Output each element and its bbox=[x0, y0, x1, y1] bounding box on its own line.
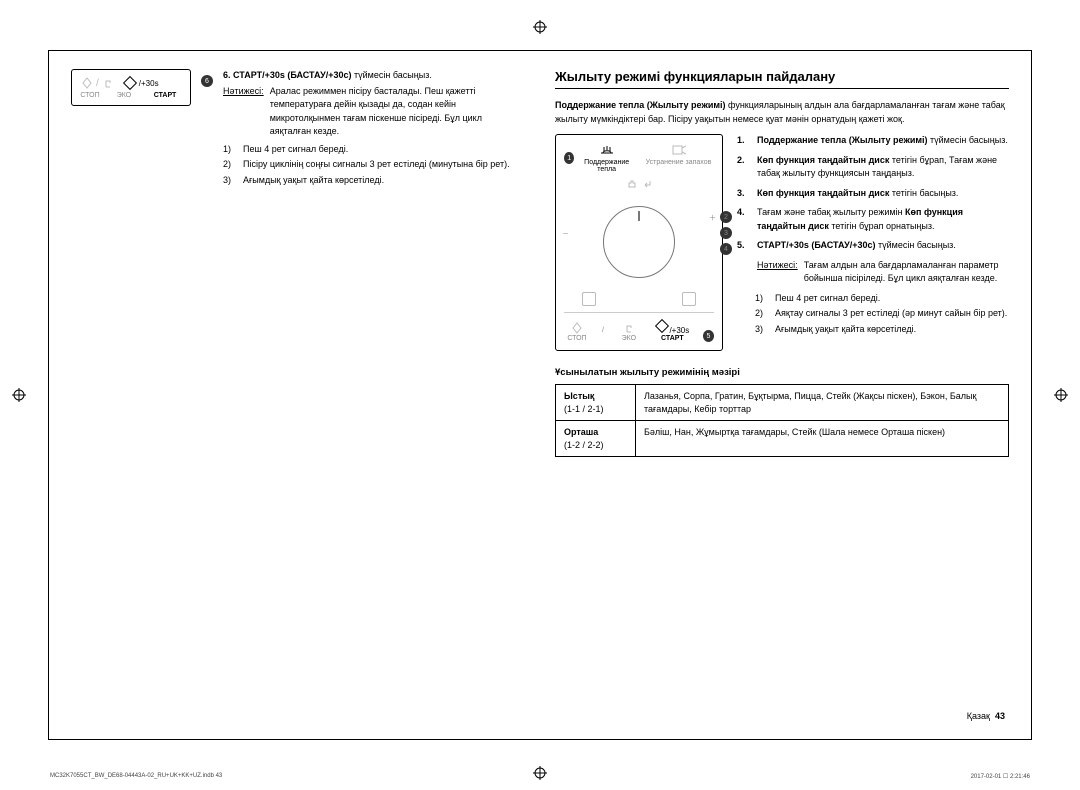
page-frame: / /+30s СТОП ЭКО СТАРТ 6 6. СТАРТ/+3 bbox=[48, 50, 1032, 740]
footer-left: MC32K7055CT_BW_DE68-04443A-02_RU+UK+KK+U… bbox=[50, 773, 222, 780]
result-label: Нәтижесі: bbox=[223, 85, 264, 139]
start-panel-diagram: / /+30s СТОП ЭКО СТАРТ bbox=[71, 69, 191, 106]
step-6-badge: 6 bbox=[201, 75, 213, 87]
crop-mark-left bbox=[12, 388, 26, 402]
page-number: Қазақ 43 bbox=[967, 711, 1005, 721]
sub1: Пеш 4 рет сигнал береді. bbox=[243, 143, 348, 157]
row2-value: Бәліш, Нан, Жұмыртқа тағамдары, Стейк (Ш… bbox=[636, 421, 1009, 457]
step-6-text: 6. СТАРТ/+30s (БАСТАУ/+30с) түймесін бас… bbox=[223, 69, 525, 721]
stop-icon bbox=[80, 76, 94, 90]
table-row: Орташа (1-2 / 2-2) Бәліш, Нан, Жұмыртқа т… bbox=[556, 421, 1009, 457]
row2-sub: (1-2 / 2-2) bbox=[564, 440, 604, 450]
intro-text: Поддержание тепла (Жылыту режимі) функци… bbox=[555, 99, 1009, 126]
table-row: Ыстық (1-1 / 2-1) Лазанья, Сорпа, Гратин,… bbox=[556, 385, 1009, 421]
result-text: Аралас режиммен пісіру басталады. Пеш қа… bbox=[270, 85, 525, 139]
sub-num: 1) bbox=[223, 143, 237, 157]
step6-tail: түймесін басыңыз. bbox=[352, 70, 432, 80]
stop-label: СТОП bbox=[80, 92, 100, 99]
start-label: СТАРТ bbox=[661, 335, 684, 342]
plus30-label: /+30s bbox=[669, 326, 689, 335]
s3-bold: Көп функция таңдайтын диск bbox=[757, 188, 889, 198]
rsub1: Пеш 4 рет сигнал береді. bbox=[775, 292, 880, 306]
rsub2: Аяқтау сигналы 3 рет естіледі (әр минут … bbox=[775, 307, 1007, 321]
res-label: Нәтижесі: bbox=[757, 259, 798, 286]
deodor-label: Устранение запахов bbox=[643, 159, 714, 166]
s1-text: түймесін басыңыз. bbox=[928, 135, 1008, 145]
sub-num: 2) bbox=[223, 158, 237, 172]
s4-t2: тетігін бұрап орнатыңыз. bbox=[829, 221, 935, 231]
crop-mark-right bbox=[1054, 388, 1068, 402]
keep-warm-icon bbox=[599, 143, 615, 157]
intro-bold: Поддержание тепла (Жылыту режимі) bbox=[555, 100, 726, 110]
sub2: Пісіру циклінің соңғы сигналы 3 рет есті… bbox=[243, 158, 510, 172]
s1-bold: Поддержание тепла (Жылыту режимі) bbox=[757, 135, 928, 145]
row2-head: Орташа bbox=[564, 427, 598, 437]
page-num: 43 bbox=[995, 711, 1005, 721]
step6-num: 6. bbox=[223, 70, 233, 80]
power-off-icon bbox=[582, 292, 596, 306]
stop-icon bbox=[570, 321, 584, 335]
start-icon bbox=[123, 76, 137, 90]
badge-3: 3 bbox=[720, 227, 732, 239]
eco-label: ЭКО bbox=[114, 92, 134, 99]
plus30-label: /+30s bbox=[139, 79, 159, 88]
crop-mark-top bbox=[533, 20, 547, 34]
left-column: / /+30s СТОП ЭКО СТАРТ 6 6. СТАРТ/+3 bbox=[71, 69, 525, 721]
keep-warm-label: Поддержание тепла bbox=[578, 159, 635, 173]
s5-bold: СТАРТ/+30s (БАСТАУ/+30с) bbox=[757, 240, 876, 250]
rsub3: Ағымдық уақыт қайта көрсетіледі. bbox=[775, 323, 916, 337]
footer-meta: MC32K7055CT_BW_DE68-04443A-02_RU+UK+KK+U… bbox=[50, 773, 1030, 780]
rec-title: Ұсынылатын жылыту режимінің мәзірі bbox=[555, 367, 1009, 378]
s5-text: түймесін басыңыз. bbox=[876, 240, 956, 250]
control-panel-diagram: 1 Поддержание тепла Устранение запахов bbox=[555, 134, 723, 351]
start-label: СТАРТ bbox=[148, 92, 182, 99]
row1-sub: (1-1 / 2-1) bbox=[564, 404, 604, 414]
s2-bold: Көп функция таңдайтын диск bbox=[757, 155, 889, 165]
stop-label: СТОП bbox=[567, 335, 586, 342]
deodor-icon bbox=[671, 143, 687, 157]
eco-icon bbox=[622, 321, 636, 335]
badge-4: 4 bbox=[720, 243, 732, 255]
lock-icon bbox=[682, 292, 696, 306]
sub-num: 3) bbox=[223, 174, 237, 188]
row1-head: Ыстық bbox=[564, 391, 594, 401]
start-icon bbox=[655, 319, 669, 333]
eco-icon bbox=[101, 76, 115, 90]
footer-right: 2017-02-01 ☐ 2:21:46 bbox=[971, 773, 1030, 780]
s3-text: тетігін басыңыз. bbox=[889, 188, 958, 198]
badge-1: 1 bbox=[564, 152, 574, 164]
instruction-list: 1.Поддержание тепла (Жылыту режимі) түйм… bbox=[737, 134, 1009, 351]
badge-5: 5 bbox=[703, 330, 714, 342]
sub3: Ағымдық уақыт қайта көрсетіледі. bbox=[243, 174, 384, 188]
row1-value: Лазанья, Сорпа, Гратин, Бұқтырма, Пицца,… bbox=[636, 385, 1009, 421]
res-text: Тағам алдын ала бағдарламаланған парамет… bbox=[804, 259, 1009, 286]
s4-t1: Тағам және табақ жылыту режимін bbox=[757, 207, 905, 217]
step6-label: СТАРТ/+30s (БАСТАУ/+30с) bbox=[233, 70, 352, 80]
page-lang: Қазақ bbox=[967, 711, 990, 721]
badge-2: 2 bbox=[720, 211, 732, 223]
right-column: Жылыту режимі функцияларын пайдалану Под… bbox=[555, 69, 1009, 721]
section-title: Жылыту режимі функцияларын пайдалану bbox=[555, 69, 1009, 89]
recommendation-table: Ыстық (1-1 / 2-1) Лазанья, Сорпа, Гратин,… bbox=[555, 384, 1009, 457]
eco-label: ЭКО bbox=[622, 335, 636, 342]
